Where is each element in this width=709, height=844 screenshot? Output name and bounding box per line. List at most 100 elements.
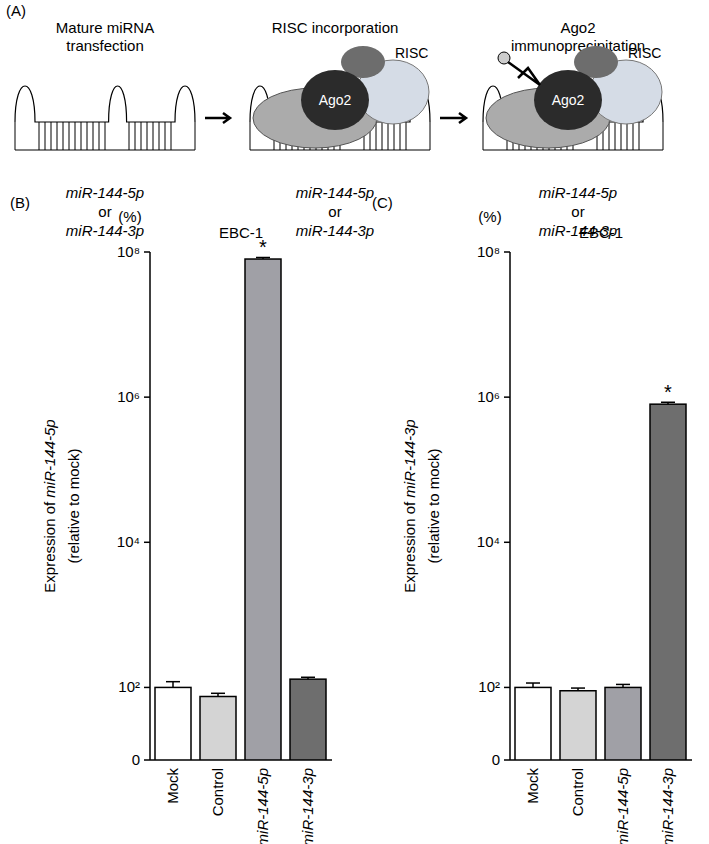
step-title: immunoprecipitation — [511, 37, 645, 54]
mirna-label: or — [98, 203, 111, 220]
chart: (C)EBC-1(%)Expression of miR-144-3p(rela… — [372, 194, 692, 844]
y-tick — [144, 687, 150, 689]
x-tick-label: Mock — [524, 768, 541, 804]
title: EBC-1 — [579, 224, 623, 241]
step: Mature miRNAtransfectionmiR-144-5pormiR-… — [15, 19, 195, 239]
y-tick — [144, 759, 150, 761]
base-pair — [376, 122, 377, 150]
y-tick — [504, 759, 510, 761]
base-pair — [663, 122, 664, 150]
bar — [515, 687, 551, 760]
risc-label: RISC — [628, 45, 661, 61]
y-tick — [144, 542, 150, 544]
step-title: RISC incorporation — [272, 19, 399, 36]
y-tick-label: 10² — [478, 678, 500, 695]
mirna-label: miR-144-3p — [296, 222, 374, 239]
panel-label: (B) — [10, 194, 30, 211]
y-label-part: miR-144-3p — [401, 419, 418, 497]
bar — [200, 696, 236, 760]
base-pair — [159, 122, 160, 150]
significance: * — [664, 381, 672, 403]
y-tick-label: 10⁴ — [477, 533, 500, 550]
bar — [650, 404, 686, 760]
bar — [290, 679, 326, 760]
error-line — [172, 682, 174, 688]
y-label: Expression of miR-144-3p — [401, 419, 418, 592]
unit-label: (%) — [118, 208, 141, 225]
error-cap — [301, 677, 315, 679]
base-pair — [195, 122, 196, 150]
error-cap — [526, 682, 540, 684]
y-tick — [504, 542, 510, 544]
base-pair — [165, 122, 166, 150]
base-pair — [57, 122, 58, 150]
figure: (A)Mature miRNAtransfectionmiR-144-5porm… — [0, 0, 709, 844]
marks — [515, 402, 686, 760]
base-pair — [250, 122, 251, 150]
base-pair — [45, 122, 46, 150]
y-origin-label: 0 — [492, 751, 500, 768]
ago2-label: Ago2 — [552, 92, 585, 108]
chart: (B)EBC-1(%)Expression of miR-144-5p(rela… — [10, 194, 332, 844]
panel-label: (C) — [372, 194, 393, 211]
y-tick-label: 10⁶ — [477, 388, 500, 405]
base-pair — [400, 122, 401, 150]
base-pair — [627, 122, 628, 150]
y-tick-label: 10⁸ — [117, 243, 140, 260]
x-tick-label: Mock — [164, 768, 181, 804]
y-tick-label: 10⁴ — [117, 533, 140, 550]
mirna-label: miR-144-5p — [539, 184, 617, 201]
ago2 — [301, 70, 369, 130]
y-label-part: Expression of — [41, 498, 58, 593]
risc-label: RISC — [395, 45, 428, 61]
y-origin-label: 0 — [132, 751, 140, 768]
base-pair — [87, 122, 88, 150]
base-pair — [406, 122, 407, 150]
y-tick-label: 10⁶ — [117, 388, 140, 405]
base-pair — [51, 122, 52, 150]
arrow — [440, 113, 466, 123]
base-pair — [69, 122, 70, 150]
bar — [155, 687, 191, 760]
bar — [245, 259, 281, 760]
y-tick-label: 10⁸ — [477, 243, 500, 260]
mirna-label: or — [328, 203, 341, 220]
error-bar — [571, 688, 585, 691]
ago2 — [534, 70, 602, 130]
base-pair — [382, 122, 383, 150]
x-tick-label: miR-144-3p — [659, 768, 676, 844]
base-pair — [430, 122, 431, 150]
error-cap — [616, 684, 630, 686]
y-tick — [504, 251, 510, 253]
base-pair — [75, 122, 76, 150]
base-pair — [633, 122, 634, 150]
base-pair — [105, 122, 106, 150]
ago2-label: Ago2 — [319, 92, 352, 108]
y-tick — [504, 396, 510, 398]
strand — [15, 86, 195, 122]
antibody — [508, 62, 540, 85]
step-title: Ago2 — [560, 19, 595, 36]
y-label-part: Expression of — [401, 498, 418, 593]
mirna-label: miR-144-5p — [66, 184, 144, 201]
base-pair — [147, 122, 148, 150]
error-cap — [166, 681, 180, 683]
marks — [155, 257, 326, 760]
y-tick — [504, 687, 510, 689]
error-bar — [526, 683, 540, 687]
base-pair — [81, 122, 82, 150]
y-label-part: miR-144-5p — [41, 419, 58, 497]
step-title: transfection — [66, 37, 144, 54]
base-pair — [39, 122, 40, 150]
bar — [605, 687, 641, 760]
x-tick-label: miR-144-3p — [299, 768, 316, 844]
base-pair — [93, 122, 94, 150]
significance: * — [259, 236, 267, 258]
base-pair — [15, 122, 16, 150]
error-bar — [301, 677, 315, 679]
x-tick-label: Control — [209, 768, 226, 816]
base-pair — [388, 122, 389, 150]
y-tick-label: 10² — [118, 678, 140, 695]
panel-label: (A) — [6, 2, 26, 19]
unit-label: (%) — [478, 208, 501, 225]
